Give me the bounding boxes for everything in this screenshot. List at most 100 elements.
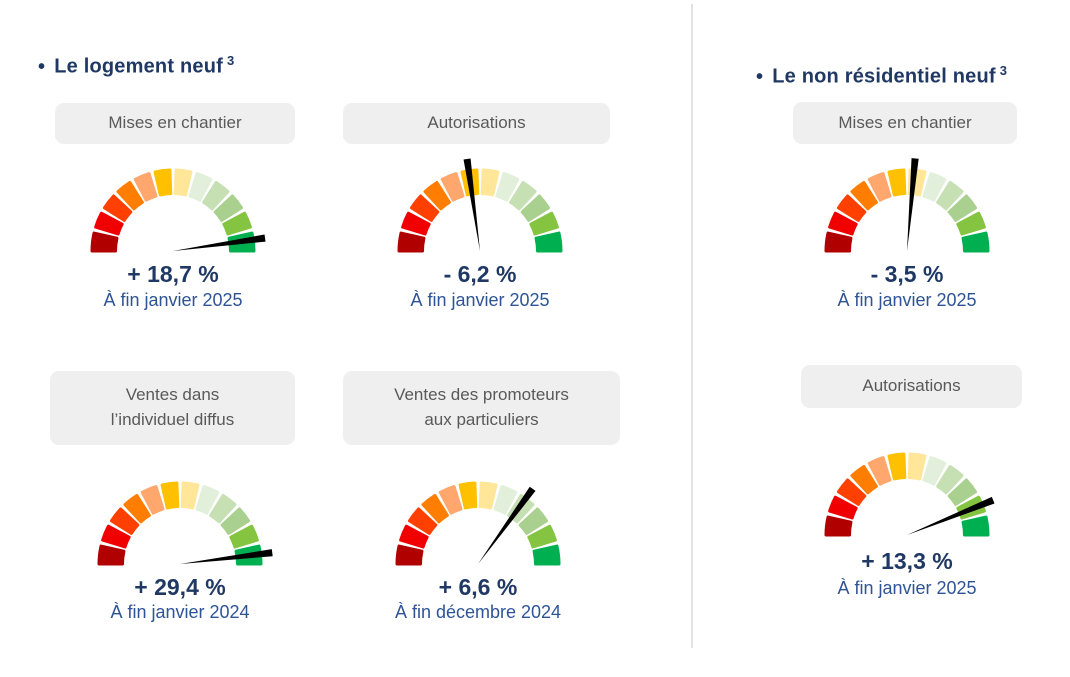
gauge-segment — [173, 168, 193, 197]
gauge-nonres-mises-en-chantier — [807, 150, 1007, 260]
gauge-label: Mises en chantier — [838, 112, 972, 132]
gauge-label-pill: Mises en chantier — [55, 103, 295, 144]
gauge-label: Autorisations — [862, 376, 961, 396]
section-title-logement-neuf: • Le logement neuf 3 — [38, 53, 234, 79]
gauge-segment — [961, 231, 990, 253]
gauge-segment — [395, 544, 424, 566]
gauge-segment — [956, 211, 986, 236]
gauge-segment — [850, 464, 878, 495]
gauge-segment — [493, 485, 518, 515]
gauge-segment — [828, 495, 858, 520]
gauge-segment — [401, 211, 431, 236]
gauge-segment — [116, 180, 144, 211]
gauge-segment — [867, 172, 892, 202]
gauge-segment — [222, 211, 252, 236]
gauge-segment — [407, 507, 438, 535]
gauge-segment — [94, 211, 124, 236]
gauge-segment — [907, 452, 927, 481]
gauge-segment — [922, 456, 947, 486]
gauge-segment — [836, 194, 867, 222]
gauge-ventes-individuel-diffus — [80, 463, 280, 573]
gauge-value: + 29,4 % — [134, 574, 226, 600]
bullet-icon: • — [38, 55, 46, 78]
gauge-segment — [202, 180, 230, 211]
gauge-segment — [480, 168, 500, 197]
gauge-segment — [180, 481, 200, 510]
gauge-needle — [180, 549, 273, 564]
gauge-segment — [423, 180, 451, 211]
gauge-segment — [936, 180, 964, 211]
gauge-segment — [458, 481, 478, 510]
gauge-value: + 13,3 % — [861, 548, 953, 574]
gauge-needle — [463, 158, 480, 251]
gauge-segment — [109, 507, 140, 535]
gauge-label: Mises en chantier — [108, 113, 242, 133]
gauge-segment — [195, 485, 220, 515]
section-title-text: Le non résidentiel neuf — [772, 65, 996, 88]
gauge-segment — [409, 194, 440, 222]
gauge-segment — [440, 172, 465, 202]
gauge-segment — [518, 507, 549, 535]
gauge-needle — [478, 486, 536, 564]
footnote-ref: 3 — [999, 63, 1008, 78]
gauge-segment — [101, 524, 131, 549]
gauge-segment — [140, 485, 165, 515]
gauge-segment — [97, 544, 126, 566]
gauge-segment — [133, 172, 158, 202]
gauge-label-pill: Ventes dans l’individuel diffus — [50, 371, 295, 445]
gauge-segment — [887, 168, 907, 197]
gauge-segment — [520, 194, 551, 222]
gauge-logement-autorisations — [380, 150, 580, 260]
gauge-segment — [836, 478, 867, 506]
gauge-needle — [907, 158, 919, 251]
section-divider — [691, 4, 693, 648]
gauge-period: À fin janvier 2025 — [837, 290, 977, 310]
gauge-segment — [887, 452, 907, 481]
gauge-segment — [947, 478, 978, 506]
gauge-value: + 6,6 % — [438, 574, 518, 600]
gauge-segment — [961, 515, 990, 537]
gauge-label: Ventes des promoteurs aux particuliers — [394, 385, 569, 429]
gauge-segment — [495, 172, 520, 202]
gauge-segment — [532, 544, 561, 566]
section-title-non-residentiel-neuf: • Le non résidentiel neuf 3 — [756, 63, 1007, 89]
gauge-segment — [527, 524, 557, 549]
gauge-label-pill: Ventes des promoteurs aux particuliers — [343, 371, 620, 445]
gauge-segment — [824, 231, 853, 253]
gauge-segment — [947, 194, 978, 222]
gauge-segment — [229, 524, 259, 549]
gauge-period: À fin décembre 2024 — [394, 602, 562, 622]
gauge-segment — [160, 481, 180, 510]
gauge-label-pill: Mises en chantier — [793, 102, 1017, 144]
gauge-logement-mises-en-chantier — [73, 150, 273, 260]
gauge-segment — [102, 194, 133, 222]
gauge-segment — [188, 172, 213, 202]
gauge-segment — [438, 485, 463, 515]
gauge-segment — [478, 481, 498, 510]
gauge-nonres-autorisations — [807, 434, 1007, 544]
gauge-segment — [123, 493, 151, 524]
gauge-segment — [421, 493, 449, 524]
gauge-needle — [173, 234, 266, 251]
section-title-text: Le logement neuf — [54, 55, 223, 78]
bullet-icon: • — [756, 65, 764, 88]
gauge-segment — [90, 231, 119, 253]
gauge-label: Ventes dans l’individuel diffus — [110, 385, 235, 429]
gauge-needle — [907, 496, 995, 535]
gauge-segment — [153, 168, 173, 197]
gauge-segment — [209, 493, 237, 524]
gauge-segment — [867, 456, 892, 486]
gauge-segment — [213, 194, 244, 222]
gauge-value: + 18,7 % — [127, 261, 219, 287]
gauge-label-pill: Autorisations — [343, 103, 610, 144]
gauge-label: Autorisations — [427, 113, 526, 133]
gauge-segment — [397, 231, 426, 253]
footnote-ref: 3 — [226, 53, 235, 68]
gauge-segment — [529, 211, 559, 236]
gauge-segment — [824, 515, 853, 537]
gauge-value: - 3,5 % — [870, 261, 944, 287]
gauge-ventes-promoteurs-particuliers — [378, 463, 578, 573]
gauge-period: À fin janvier 2025 — [837, 578, 977, 598]
gauge-segment — [220, 507, 251, 535]
